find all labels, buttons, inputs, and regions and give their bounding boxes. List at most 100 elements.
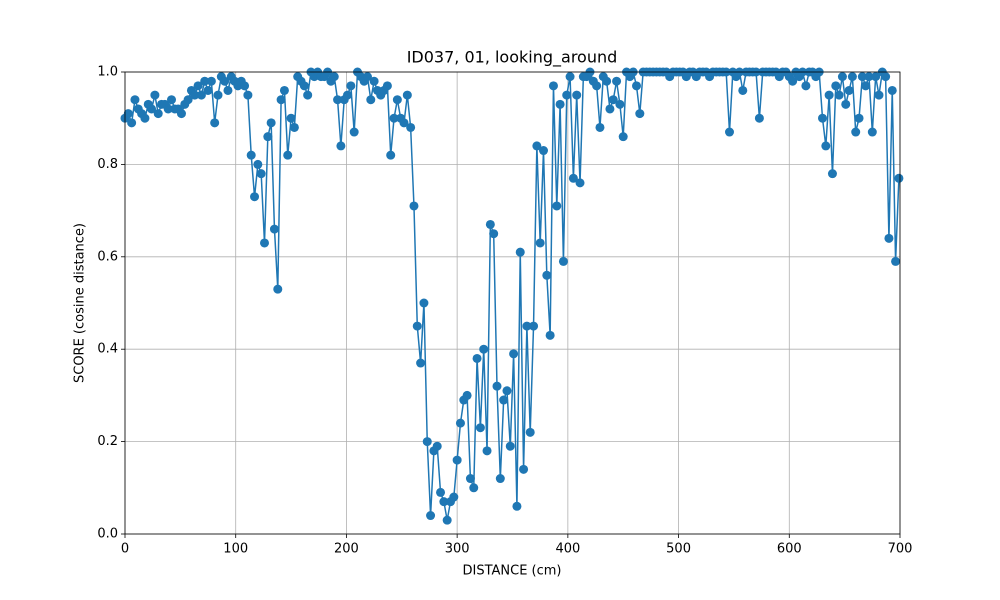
point [299, 81, 309, 91]
point [568, 173, 578, 183]
point [871, 72, 881, 82]
point [289, 122, 299, 132]
point [465, 474, 475, 484]
point [495, 474, 505, 484]
point [482, 446, 492, 456]
point [269, 224, 279, 234]
point [399, 118, 409, 128]
point [382, 81, 392, 91]
point [608, 95, 618, 105]
point [881, 72, 891, 82]
y-tick-label: 0.8 [97, 157, 118, 172]
point [419, 298, 429, 308]
x-tick-label: 200 [334, 542, 359, 557]
point [472, 353, 482, 363]
point [426, 511, 436, 521]
point [462, 390, 472, 400]
point [532, 141, 542, 151]
point [127, 118, 137, 128]
point [439, 497, 449, 507]
point [176, 109, 186, 119]
x-tick-label: 700 [888, 542, 913, 557]
point [279, 85, 289, 95]
point [343, 90, 353, 100]
point [509, 349, 519, 359]
point [147, 104, 157, 114]
point [592, 81, 602, 91]
point [140, 113, 150, 123]
point [273, 284, 283, 294]
x-tick-label: 600 [777, 542, 802, 557]
point [286, 113, 296, 123]
point [163, 104, 173, 114]
point [519, 464, 529, 474]
x-tick-label: 400 [555, 542, 580, 557]
point [246, 150, 256, 160]
point [250, 192, 260, 202]
point [183, 95, 193, 105]
point [206, 76, 216, 86]
point [725, 127, 734, 137]
point [409, 201, 419, 211]
y-tick-label: 0.4 [97, 342, 118, 357]
point [525, 427, 535, 437]
point [436, 487, 446, 497]
point [512, 501, 522, 511]
point [432, 441, 442, 451]
point [818, 113, 827, 123]
point [449, 492, 459, 502]
y-tick-label: 0.6 [97, 249, 118, 264]
point [276, 95, 286, 105]
point [864, 72, 874, 82]
point [837, 72, 847, 82]
point [565, 72, 575, 82]
point [844, 85, 854, 95]
point [618, 132, 628, 142]
point [605, 104, 615, 114]
x-tick-label: 300 [445, 542, 470, 557]
point [615, 99, 625, 109]
point [867, 127, 877, 137]
y-tick-label: 0.0 [97, 527, 118, 542]
point [260, 238, 269, 248]
point [346, 81, 356, 91]
y-tick-label: 1.0 [97, 65, 118, 80]
point [831, 81, 841, 91]
point [552, 201, 562, 211]
x-tick-label: 500 [666, 542, 691, 557]
point [422, 437, 432, 447]
point [884, 233, 894, 243]
point [220, 76, 230, 86]
point [452, 455, 462, 465]
point [851, 127, 861, 137]
point [485, 219, 495, 229]
point [542, 270, 552, 280]
point [602, 76, 612, 86]
point [266, 118, 276, 128]
point [416, 358, 426, 368]
point [469, 483, 479, 493]
point [479, 344, 489, 354]
point [502, 386, 512, 396]
point [283, 150, 293, 160]
point [522, 321, 532, 331]
point [402, 90, 412, 100]
point [150, 90, 160, 100]
point [263, 132, 273, 142]
point [130, 95, 140, 105]
point [891, 256, 901, 266]
point [847, 72, 857, 82]
point [535, 238, 545, 248]
point [333, 95, 343, 105]
point [788, 76, 798, 86]
point [548, 81, 558, 91]
point [349, 127, 359, 137]
point [754, 113, 764, 123]
chart-title: ID037, 01, looking_around [407, 48, 618, 68]
point [595, 122, 605, 132]
point [303, 90, 313, 100]
point [240, 81, 250, 91]
point [203, 85, 213, 95]
point [210, 118, 220, 128]
point [489, 229, 499, 239]
